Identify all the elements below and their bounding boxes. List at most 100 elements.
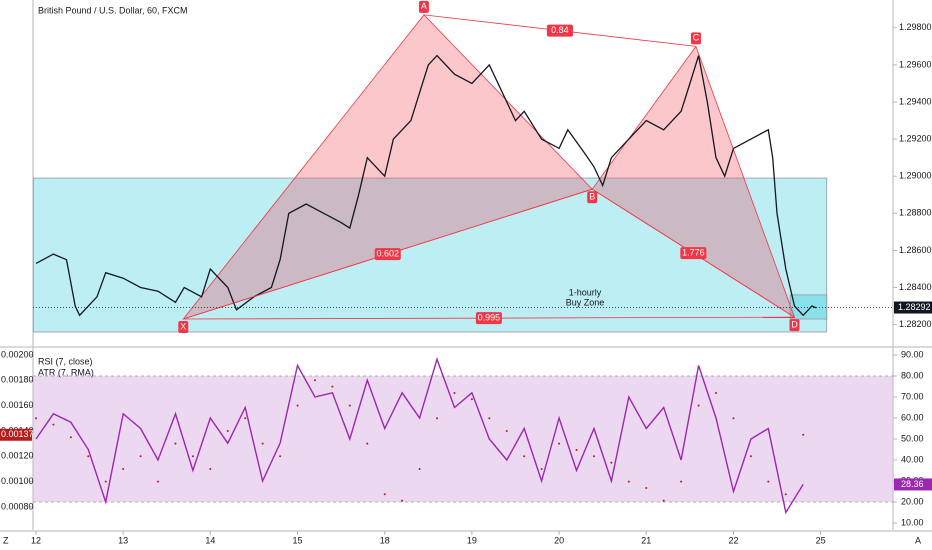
atr-dot	[680, 480, 683, 483]
corner-button: Z	[3, 535, 9, 545]
last-price-box	[894, 301, 932, 314]
atr-dot	[87, 455, 90, 458]
atr-dot	[279, 455, 282, 458]
y-tick-label: 1.28600	[899, 245, 932, 255]
atr-dot	[575, 448, 578, 451]
point-label: A	[421, 1, 427, 11]
rsi-last-label: 28.36	[901, 479, 924, 489]
ratio-label: 1.776	[682, 248, 705, 258]
zone-label: 1-hourly	[569, 287, 602, 297]
y-tick-label: 1.29200	[899, 133, 932, 143]
x-tick-label: 19	[467, 535, 477, 545]
atr-dot	[313, 379, 316, 382]
atr-dot	[296, 404, 299, 407]
point-box	[178, 321, 189, 334]
x-tick-label: 15	[293, 535, 303, 545]
atr-dot	[540, 467, 543, 470]
y-tick-label: 0.00180	[1, 375, 34, 385]
atr-dot	[436, 417, 439, 420]
indicator-legend: RSI (7, close)	[38, 356, 93, 366]
atr-last-label: 0.00137	[1, 429, 34, 439]
y-tick-label: 1.29800	[899, 22, 932, 32]
atr-dot	[331, 385, 334, 388]
x-tick-label: 22	[728, 535, 738, 545]
atr-dot	[523, 455, 526, 458]
last-price-label: 1.28292	[898, 302, 931, 312]
atr-dot	[209, 467, 212, 470]
x-tick-label: 13	[118, 535, 128, 545]
atr-dot	[104, 480, 107, 483]
y-tick-label: 1.29600	[899, 59, 932, 69]
point-box	[587, 191, 598, 204]
y-tick-label: 1.29400	[899, 96, 932, 106]
y-tick-label: 1.28400	[899, 282, 932, 292]
ratio-label: 0.995	[478, 312, 501, 322]
price-line	[35, 54, 817, 317]
x-tick-label: 20	[554, 535, 564, 545]
atr-dot	[244, 417, 247, 420]
x-tick-label: 21	[641, 535, 651, 545]
y-tick-label: 0.00200	[1, 349, 34, 359]
atr-dot	[34, 417, 37, 420]
atr-dot	[662, 499, 665, 502]
chart-title: British Pound / U.S. Dollar, 60, FXCM	[38, 5, 188, 15]
atr-dot	[558, 442, 561, 445]
x-tick-label: 14	[205, 535, 215, 545]
ratio-box	[374, 248, 401, 261]
atr-dot	[592, 455, 595, 458]
atr-dot	[610, 461, 613, 464]
rsi-line	[35, 356, 804, 515]
y2-tick-label: 90.00	[901, 349, 924, 359]
atr-dot	[802, 433, 805, 436]
y2-tick-label: 20.00	[901, 496, 924, 506]
atr-dot	[139, 455, 142, 458]
zone-label: Buy Zone	[566, 297, 605, 307]
atr-dot	[488, 417, 491, 420]
x-tick-label: 12	[31, 535, 41, 545]
atr-dot	[767, 480, 770, 483]
y2-tick-label: 10.00	[901, 517, 924, 527]
y-tick-label: 1.28800	[899, 208, 932, 218]
atr-dot	[174, 442, 177, 445]
atr-dot	[715, 391, 718, 394]
y-tick-label: 0.00160	[1, 400, 34, 410]
atr-dot	[749, 455, 752, 458]
y2-tick-label: 60.00	[901, 412, 924, 422]
atr-dot	[645, 486, 648, 489]
y2-tick-label: 50.00	[901, 433, 924, 443]
atr-dot	[157, 480, 160, 483]
atr-dot	[191, 455, 194, 458]
atr-dot	[348, 404, 351, 407]
y-tick-label: 1.29000	[899, 171, 932, 181]
x-tick-label: 18	[380, 535, 390, 545]
y2-tick-label: 80.00	[901, 370, 924, 380]
ratio-label: 0.602	[376, 248, 399, 258]
rsi-band	[33, 375, 893, 503]
atr-dot	[69, 436, 72, 439]
corner-button: A	[915, 535, 921, 545]
y2-tick-label: 40.00	[901, 454, 924, 464]
point-label: D	[791, 320, 798, 330]
point-box	[418, 0, 429, 13]
point-label: C	[693, 33, 700, 43]
atr-dot	[52, 423, 55, 426]
atr-dot	[401, 499, 404, 502]
point-box	[690, 32, 701, 45]
y-tick-label: 1.28200	[899, 319, 932, 329]
atr-dot	[505, 429, 508, 432]
atr-dot	[383, 493, 386, 496]
rsi-last-box	[894, 478, 932, 491]
atr-dot	[122, 467, 125, 470]
atr-dot	[453, 391, 456, 394]
y-tick-label: 0.00120	[1, 451, 34, 461]
atr-dot	[366, 442, 369, 445]
y-tick-label: 0.00100	[1, 476, 34, 486]
ratio-label: 0.84	[551, 25, 569, 35]
atr-dot	[697, 404, 700, 407]
atr-dot	[470, 398, 473, 401]
atr-dot	[261, 442, 264, 445]
atr-dot	[784, 493, 787, 496]
ratio-box	[546, 24, 573, 37]
